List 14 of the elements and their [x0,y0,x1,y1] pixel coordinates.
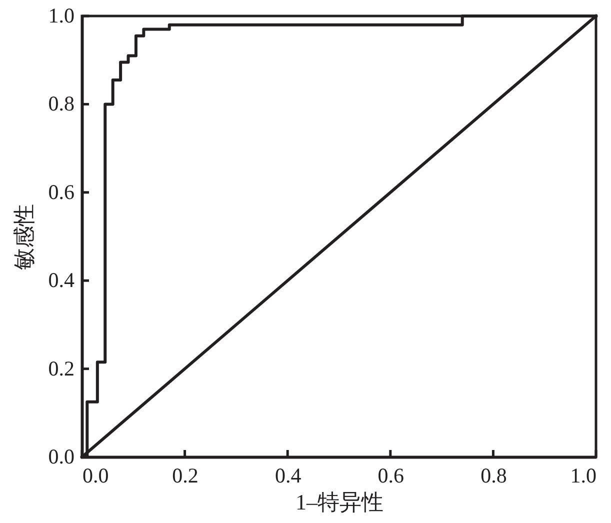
y-tick-label: 0.6 [48,180,74,204]
x-tick-label: 0.6 [378,464,404,488]
y-tick-label: 1.0 [48,4,74,28]
x-tick-label: 0.2 [172,464,198,488]
y-tick-label: 0.0 [48,444,74,468]
y-tick-label: 0.2 [48,356,74,380]
y-tick-label: 0.8 [48,92,74,116]
y-tick-label: 0.4 [48,268,75,292]
y-axis-title: 敏感性 [11,204,36,270]
x-tick-label: 0.4 [274,464,302,488]
x-tick-label: 1.0 [570,464,596,488]
x-axis-title: 1–特异性 [296,490,384,514]
x-tick-label: 0.0 [82,464,109,488]
x-tick-label: 0.8 [480,464,507,488]
